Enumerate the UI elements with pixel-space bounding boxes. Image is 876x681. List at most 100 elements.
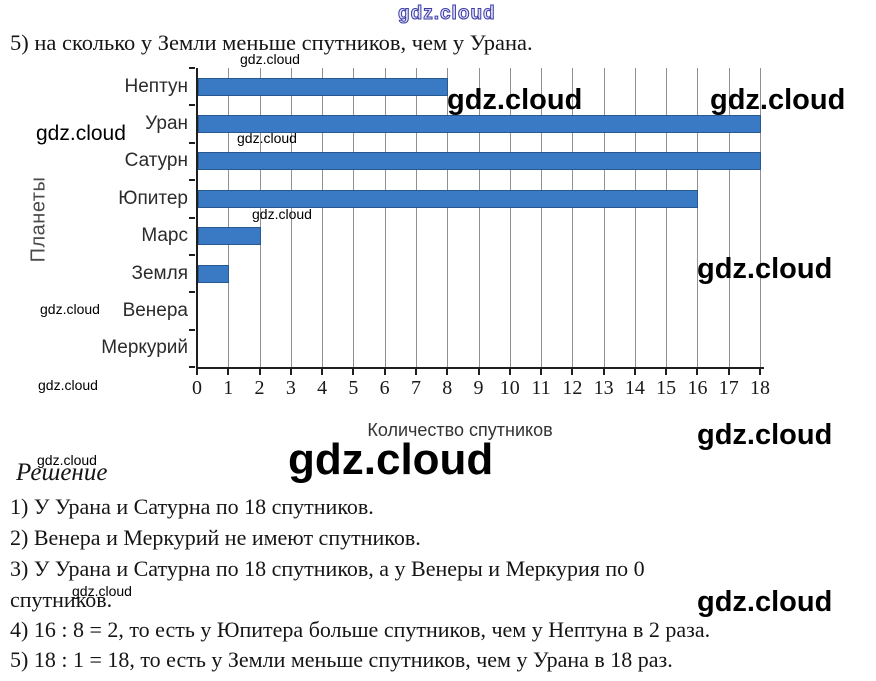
x-axis-tick [633,369,636,375]
gridline [509,68,511,367]
x-tick-label: 11 [531,377,551,399]
x-axis-tick [227,369,230,375]
solution-line: 2) Венера и Меркурий не имеют спутников. [10,525,421,550]
watermark-text: gdz.cloud [697,586,833,618]
x-tick-label: 8 [442,377,453,399]
gridline [666,68,668,367]
category-label-Венера: Венера [122,299,188,321]
watermark-text: gdz.cloud [240,51,300,67]
x-tick-label: 15 [656,377,677,399]
x-axis-tick [759,369,761,375]
x-axis-tick [571,369,574,375]
watermark-text: gdz.cloud [398,3,496,24]
gridline [634,68,636,367]
x-axis-tick [696,369,699,375]
x-axis-tick [258,369,261,375]
y-axis-tick [189,253,195,256]
x-tick-label: 6 [379,377,390,399]
x-tick-label: 9 [473,377,484,399]
watermark-text: gdz.cloud [697,419,833,451]
watermark-text: gdz.cloud [38,377,98,393]
solution-line: спутников. [10,587,113,612]
bar-Нептун [198,77,449,96]
watermark-text: gdz.cloud [697,253,833,285]
gridline [447,68,449,367]
gridline [572,68,574,367]
x-tick-label: 4 [317,377,328,399]
gridline [322,68,324,367]
x-tick-label: 5 [348,377,359,399]
x-axis-tick [352,369,355,375]
x-axis-tick [289,369,292,375]
x-axis-tick [383,369,386,375]
gridline [728,68,730,367]
x-tick-label: 3 [285,377,296,399]
gridline [478,68,480,367]
x-tick-label: 16 [687,377,708,399]
solution-line: 5) 18 : 1 = 18, то есть у Земли меньше с… [10,647,673,672]
watermark-text: gdz.cloud [237,130,297,146]
category-label-Юпитер: Юпитер [118,187,188,209]
watermark-text: gdz.cloud [710,84,846,116]
x-axis-title: Количество спутников [367,420,553,440]
x-tick-label: 13 [593,377,614,399]
y-axis-tick [189,216,195,219]
gridline [603,68,605,367]
bar-Сатурн [198,152,761,171]
x-tick-label: 18 [750,377,770,399]
x-tick-label: 0 [192,377,202,399]
x-axis-tick [508,369,511,375]
bar-Марс [198,227,261,246]
y-axis-tick [189,291,195,294]
gridline [541,68,543,367]
solution-line: 1) У Урана и Сатурна по 18 спутников. [10,494,374,519]
watermark-text: gdz.cloud [36,122,126,145]
y-axis-title: Планеты [27,176,50,263]
category-label-Меркурий: Меркурий [101,337,188,359]
x-axis-tick [414,369,417,375]
y-axis-tick [189,141,195,144]
category-label-Земля: Земля [131,262,188,284]
x-axis-tick [665,369,668,375]
gridline [259,68,261,367]
x-tick-label: 10 [499,377,520,399]
x-tick-label: 7 [410,377,421,399]
y-axis-tick [189,179,195,182]
question-text: 5) на сколько у Земли меньше спутников, … [10,30,533,55]
gridline [697,68,699,367]
y-axis-tick [189,366,195,368]
category-label-Сатурн: Сатурн [124,150,188,172]
gridline [384,68,386,367]
x-axis-tick [321,369,324,375]
x-axis-tick [446,369,449,375]
gridline [290,68,292,367]
x-tick-label: 17 [718,377,739,399]
watermark-text: gdz.cloud [288,435,494,484]
watermark-text: gdz.cloud [37,452,97,468]
x-tick-label: 1 [223,377,234,399]
x-axis-tick [540,369,543,375]
y-axis-tick [189,67,195,69]
gridline [228,68,230,367]
watermark-text: gdz.cloud [447,84,583,116]
watermark-text: gdz.cloud [252,206,312,222]
gridline [760,68,761,367]
solution-line: 3) У Урана и Сатурна по 18 спутников, а … [10,556,645,581]
category-label-Уран: Уран [145,113,188,135]
solution-line: 4) 16 : 8 = 2, то есть у Юпитера больше … [10,617,711,642]
y-axis-tick [189,328,195,331]
x-axis-tick [477,369,480,375]
y-axis-tick [189,104,195,107]
solution-heading: Решение [16,459,108,486]
x-tick-label: 14 [624,377,645,399]
bar-Юпитер [198,189,699,208]
watermark-text: gdz.cloud [40,301,100,317]
watermark-text: gdz.cloud [72,583,132,599]
x-axis-tick [196,369,198,375]
x-tick-label: 12 [562,377,583,399]
chart-plot-area [196,68,764,369]
x-axis-tick [602,369,605,375]
bar-Уран [198,115,761,134]
gridline [353,68,355,367]
